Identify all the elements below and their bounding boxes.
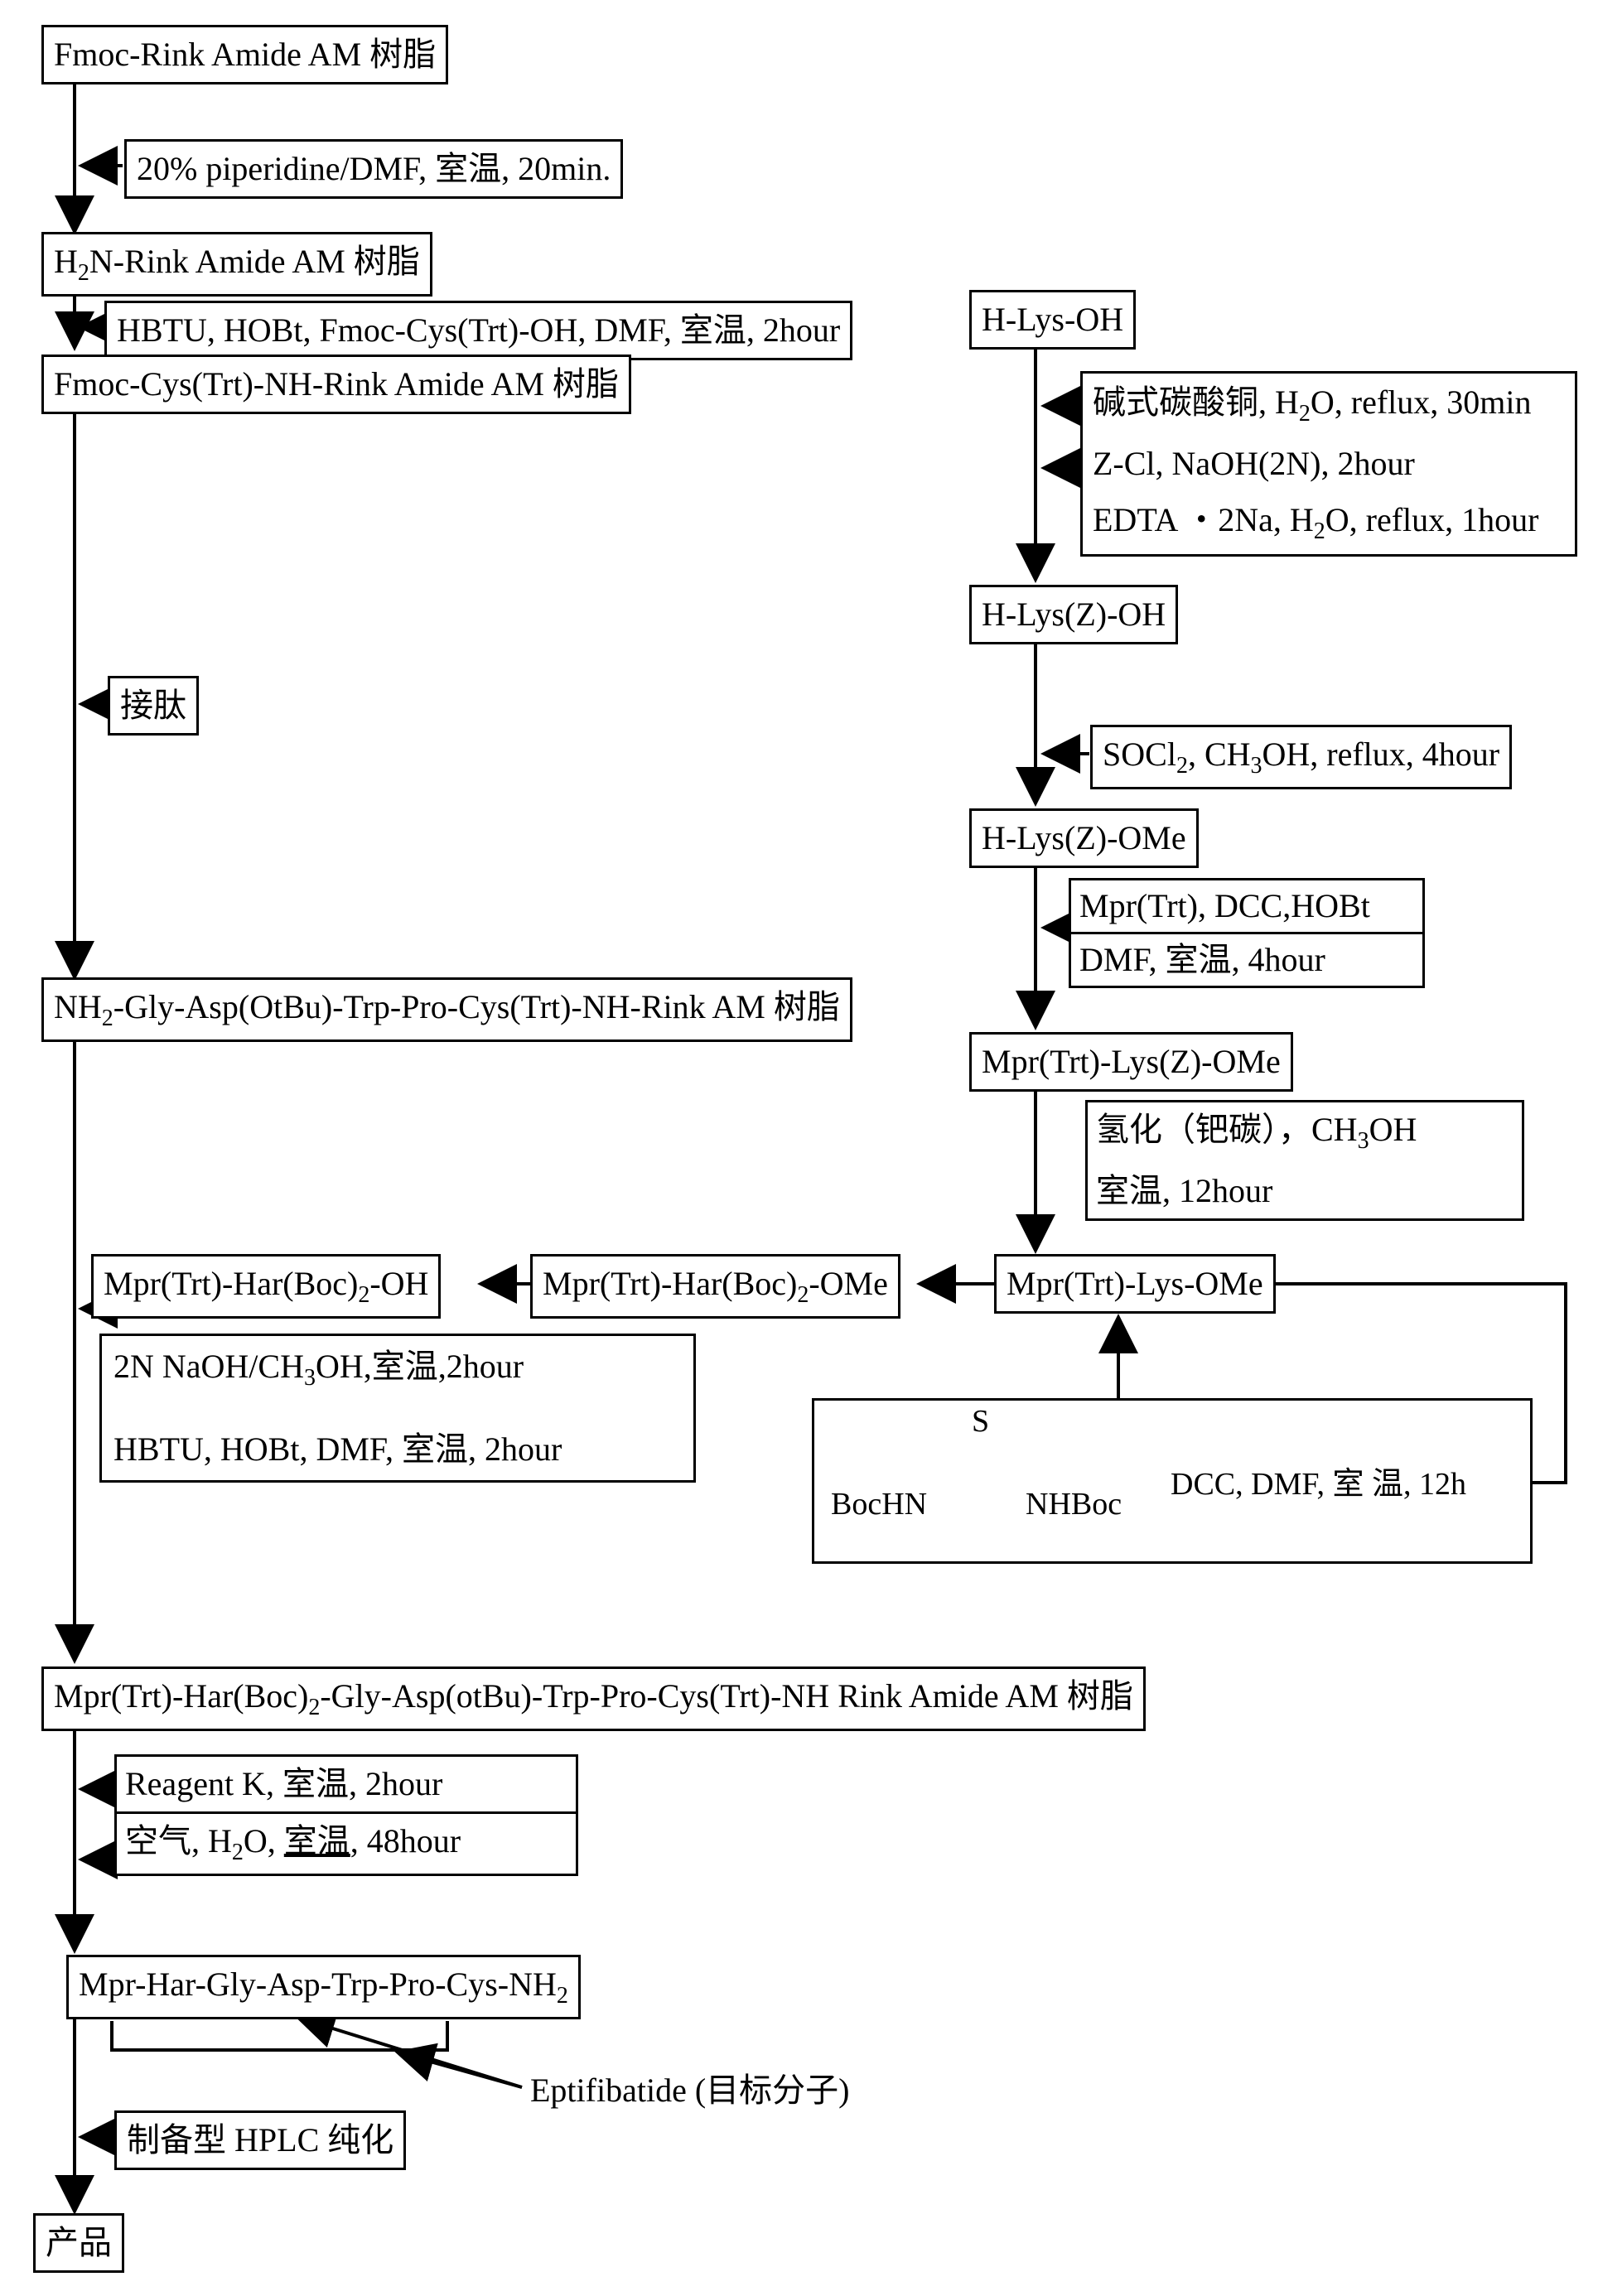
node-fmoc-cys-resin: Fmoc-Cys(Trt)-NH-Rink Amide AM 树脂 (41, 355, 631, 414)
l1: 碱式碳酸铜, H2O, reflux, 30min (1093, 380, 1565, 430)
cond-guanidinylation: BocHN NHBoc S DCC, DMF, 室 温, 12h (812, 1398, 1533, 1564)
cond-hbtu-cys: HBTU, HOBt, Fmoc-Cys(Trt)-OH, DMF, 室温, 2… (104, 301, 852, 360)
node-mpr-har-oh: Mpr(Trt)-Har(Boc)2-OH (91, 1254, 441, 1319)
cond-socl2: SOCl2, CH3OH, reflux, 4hour (1090, 725, 1512, 789)
t: 碱式碳酸铜, H2O, reflux, 30min (1093, 383, 1532, 421)
node-nh2-pentapeptide-resin: NH2-Gly-Asp(OtBu)-Trp-Pro-Cys(Trt)-NH-Ri… (41, 977, 852, 1042)
node-mpr-lys-ome: Mpr(Trt)-Lys-OMe (994, 1254, 1276, 1314)
node-mpr-har-ome: Mpr(Trt)-Har(Boc)2-OMe (530, 1254, 900, 1319)
l2: 室温, 12hour (1096, 1169, 1514, 1213)
node-fmoc-rink-resin: Fmoc-Rink Amide AM 树脂 (41, 25, 448, 84)
text: Mpr(Trt)-Har(Boc)2-OMe (543, 1265, 888, 1302)
cond-cu-zcl-edta: 碱式碳酸铜, H2O, reflux, 30min Z-Cl, NaOH(2N)… (1080, 371, 1577, 557)
l1: 氢化（钯碳），CH3OH (1096, 1107, 1514, 1157)
text-s: S (972, 1401, 989, 1443)
text: H2N-Rink Amide AM 树脂 (54, 243, 420, 280)
text: NH2-Gly-Asp(OtBu)-Trp-Pro-Cys(Trt)-NH-Ri… (54, 988, 840, 1025)
t: 空气, H2O, 室温, 48hour (125, 1822, 461, 1859)
cond-prep-hplc: 制备型 HPLC 纯化 (114, 2110, 406, 2170)
node-h-lys-oh: H-Lys-OH (969, 290, 1136, 350)
cond-piperidine: 20% piperidine/DMF, 室温, 20min. (124, 139, 623, 199)
node-h-lys-z-ome: H-Lys(Z)-OMe (969, 808, 1199, 868)
node-full-protected-resin: Mpr(Trt)-Har(Boc)2-Gly-Asp(otBu)-Trp-Pro… (41, 1667, 1146, 1731)
cond-mpr-dcc: Mpr(Trt), DCC,HOBt DMF, 室温, 4hour (1069, 878, 1425, 988)
t: EDTA ・2Na, H2O, reflux, 1hour (1093, 501, 1538, 538)
l2: Z-Cl, NaOH(2N), 2hour (1093, 441, 1565, 486)
node-h-lys-z-oh: H-Lys(Z)-OH (969, 585, 1178, 644)
l1: Reagent K, 室温, 2hour (117, 1757, 576, 1814)
t: Mpr-Har-Gly-Asp-Trp-Pro-Cys-NH2 (79, 1966, 568, 2003)
text-bochn: BocHN (831, 1483, 927, 1526)
t: Mpr(Trt)-Har(Boc)2-Gly-Asp(otBu)-Trp-Pro… (54, 1677, 1133, 1715)
cond-naoh-hbtu: 2N NaOH/CH3OH,室温,2hour HBTU, HOBt, DMF, … (99, 1334, 696, 1483)
node-mpr-lys-z-ome: Mpr(Trt)-Lys(Z)-OMe (969, 1032, 1293, 1092)
l2: 空气, H2O, 室温, 48hour (117, 1814, 576, 1874)
line2: HBTU, HOBt, DMF, 室温, 2hour (113, 1427, 682, 1472)
node-product: 产品 (33, 2213, 124, 2273)
node-linear-peptide: Mpr-Har-Gly-Asp-Trp-Pro-Cys-NH2 (66, 1955, 581, 2019)
text-dcc-dmf: DCC, DMF, 室 温, 12h (1171, 1464, 1466, 1506)
cond-jieti: 接肽 (108, 676, 199, 736)
line1: 2N NaOH/CH3OH,室温,2hour (113, 1344, 682, 1427)
t: 氢化（钯碳），CH3OH (1096, 1111, 1417, 1148)
l3: EDTA ・2Na, H2O, reflux, 1hour (1093, 498, 1565, 547)
t: SOCl2, CH3OH, reflux, 4hour (1103, 736, 1499, 773)
synthesis-flowchart: Fmoc-Rink Amide AM 树脂 20% piperidine/DMF… (17, 17, 1581, 2279)
text: Mpr(Trt)-Har(Boc)2-OH (104, 1265, 428, 1302)
text-nhboc: NHBoc (1026, 1483, 1122, 1526)
label-eptifibatide: Eptifibatide (目标分子) (530, 2069, 849, 2112)
cond-h2-pdc: 氢化（钯碳），CH3OH 室温, 12hour (1085, 1100, 1524, 1221)
l1: Mpr(Trt), DCC,HOBt (1069, 878, 1425, 932)
node-h2n-rink-resin: H2N-Rink Amide AM 树脂 (41, 232, 432, 297)
t: 2N NaOH/CH3OH,室温,2hour (113, 1348, 524, 1385)
cond-reagent-k-air: Reagent K, 室温, 2hour 空气, H2O, 室温, 48hour (114, 1754, 578, 1876)
l2: DMF, 室温, 4hour (1069, 932, 1425, 988)
